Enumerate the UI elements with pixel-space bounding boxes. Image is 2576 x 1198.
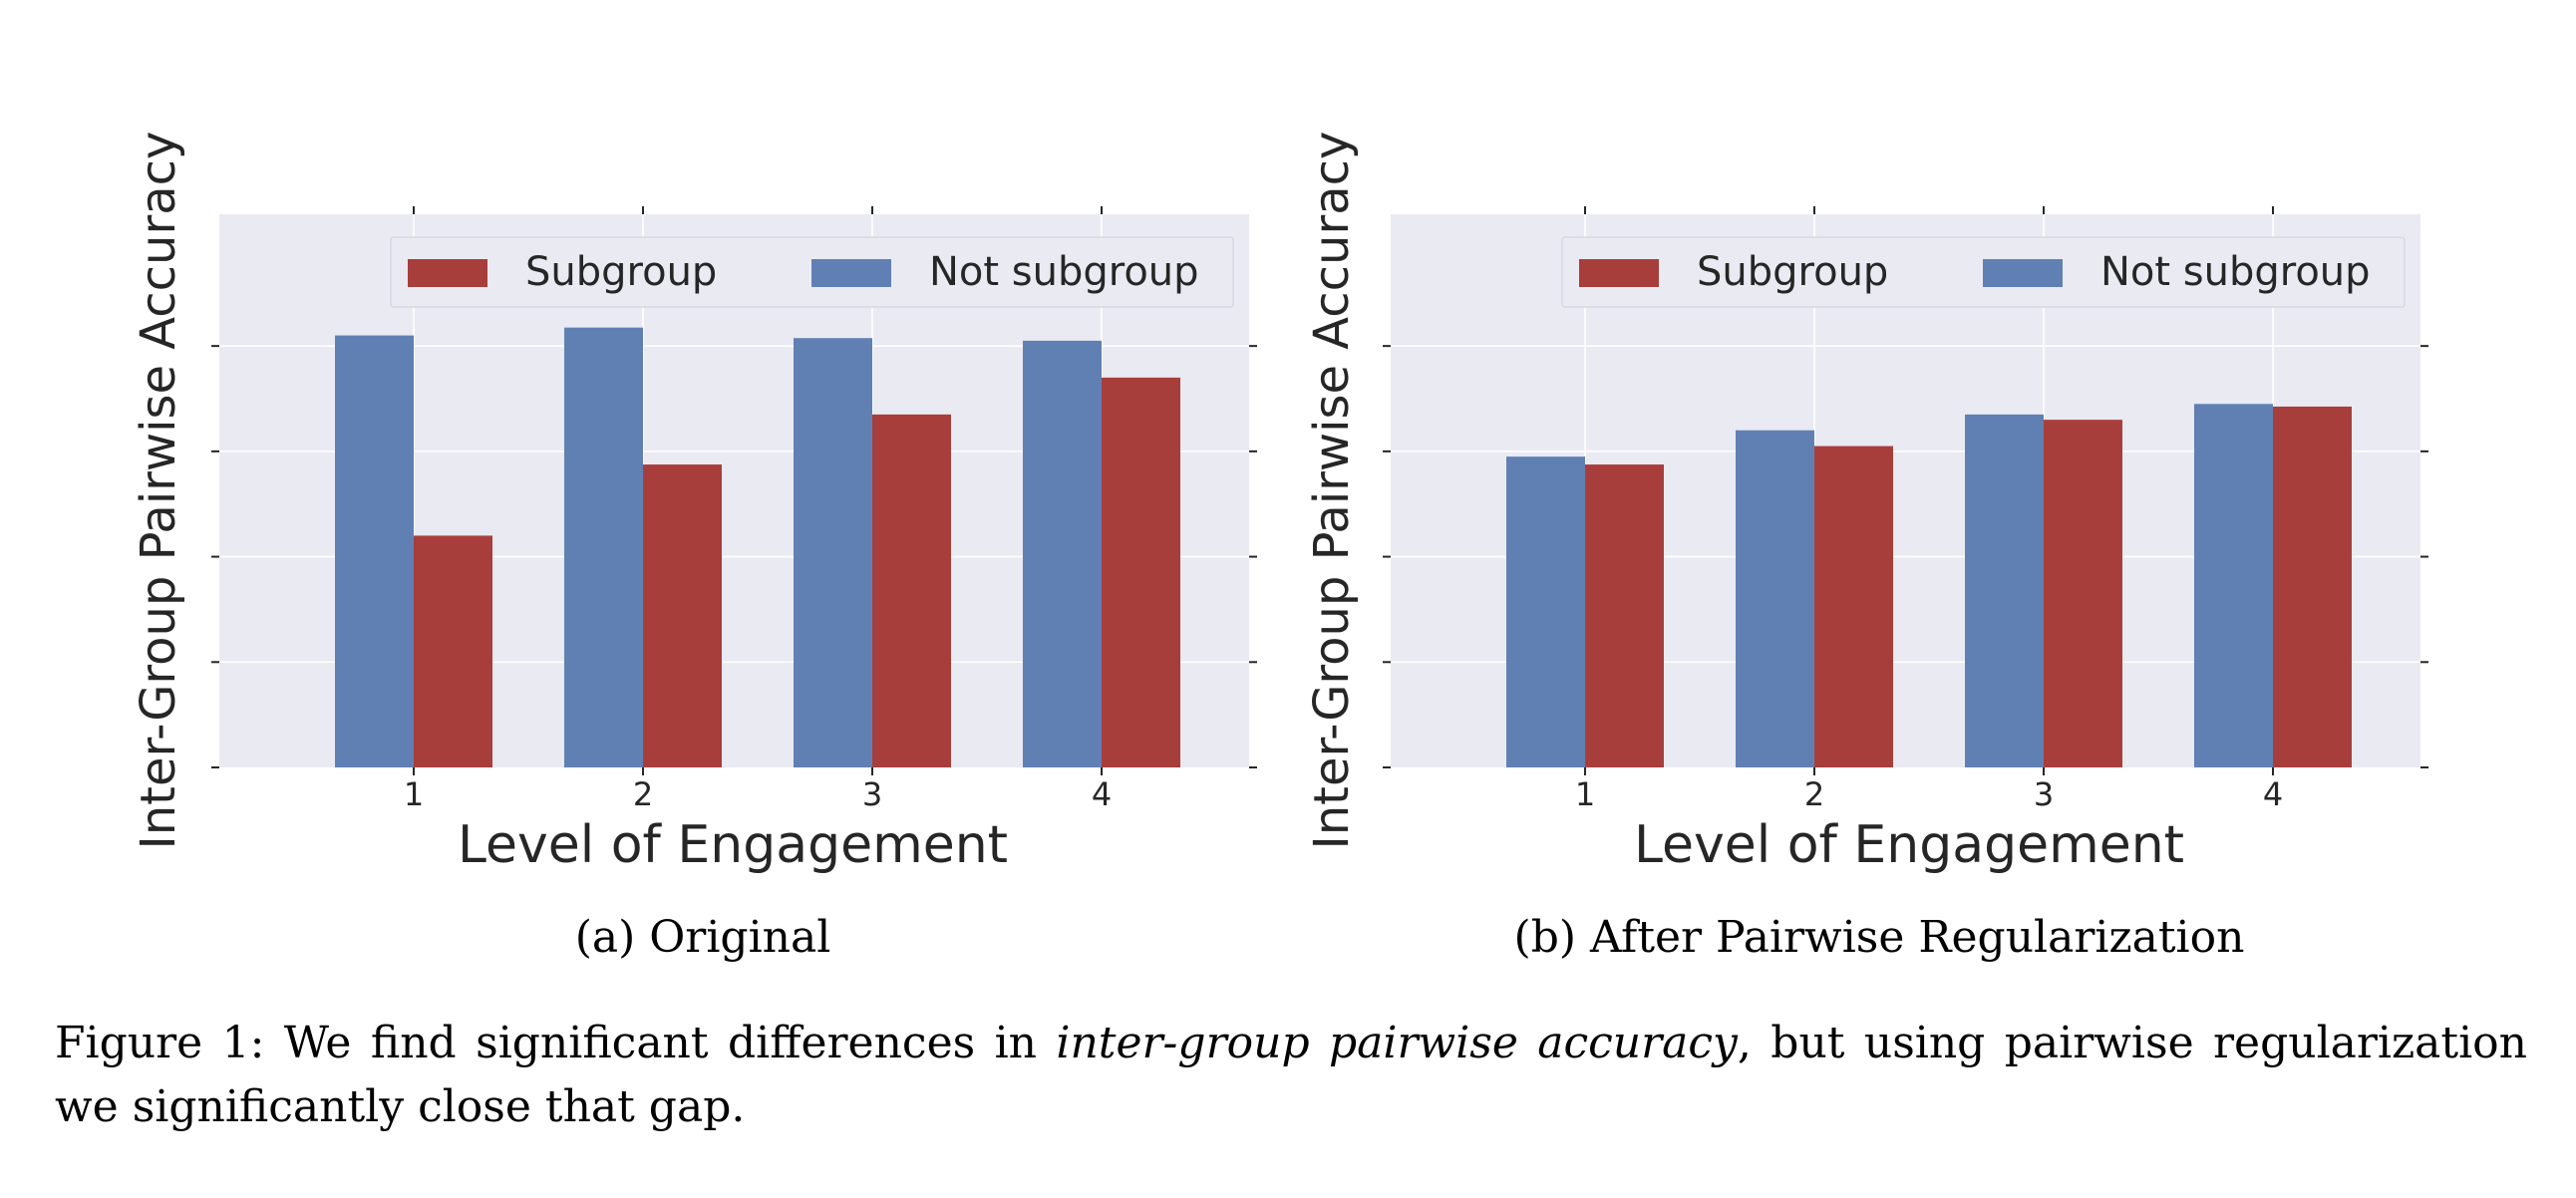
figure-caption: Figure 1: We find significant difference… bbox=[55, 1012, 2527, 1139]
bar-not-subgroup bbox=[1736, 430, 1814, 767]
bar-subgroup bbox=[414, 535, 492, 767]
legend-label: Subgroup bbox=[1697, 249, 1888, 295]
bar-subgroup bbox=[1102, 377, 1180, 767]
legend-label: Not subgroup bbox=[929, 249, 1199, 295]
legend-label: Not subgroup bbox=[2100, 249, 2371, 295]
legend-swatch bbox=[811, 259, 891, 287]
bar-not-subgroup bbox=[1506, 456, 1585, 767]
x-tick-label: 2 bbox=[633, 775, 653, 813]
bar-not-subgroup bbox=[564, 327, 643, 767]
bar-subgroup bbox=[872, 414, 951, 767]
caption-emphasis: inter-group pairwise accuracy bbox=[1056, 1018, 1738, 1068]
caption-prefix: Figure 1: We find significant difference… bbox=[55, 1018, 1057, 1068]
x-axis-title: Level of Engagement bbox=[1634, 815, 2184, 875]
subcaption: (b) After Pairwise Regularization bbox=[1514, 912, 2245, 963]
chart-panel-2: 1 2 3 4 Level of Engagement Inter-Group Pairw… bbox=[1304, 132, 2428, 963]
legend-label: Subgroup bbox=[525, 249, 717, 295]
bar-subgroup bbox=[2044, 420, 2122, 767]
x-tick-label: 1 bbox=[1575, 775, 1595, 813]
chart-panel-1: 1 2 3 4 Level of Engagement Inter-Group Pairw… bbox=[131, 132, 1257, 963]
x-tick-label: 1 bbox=[404, 775, 424, 813]
x-tick-label: 3 bbox=[862, 775, 882, 813]
bar-not-subgroup bbox=[335, 335, 414, 767]
x-axis-title: Level of Engagement bbox=[458, 815, 1008, 875]
bar-subgroup bbox=[1814, 446, 1893, 767]
x-tick-label: 2 bbox=[1804, 775, 1824, 813]
y-axis-title: Inter-Group Pairwise Accuracy bbox=[1304, 132, 1360, 850]
x-tick-label: 3 bbox=[2034, 775, 2054, 813]
bar-subgroup bbox=[1585, 464, 1664, 767]
bar-subgroup bbox=[643, 464, 722, 767]
bar-not-subgroup bbox=[794, 338, 872, 767]
bar-not-subgroup bbox=[1965, 414, 2044, 767]
caption-suffix: , but using pairwise regularization we s… bbox=[55, 1018, 2527, 1132]
x-tick-label: 4 bbox=[1092, 775, 1112, 813]
subcaption: (a) Original bbox=[575, 912, 831, 963]
y-axis-title: Inter-Group Pairwise Accuracy bbox=[131, 132, 186, 850]
bar-not-subgroup bbox=[2194, 404, 2273, 767]
x-tick-label: 4 bbox=[2263, 775, 2283, 813]
legend-swatch bbox=[1983, 259, 2063, 287]
legend-swatch bbox=[408, 259, 487, 287]
bar-not-subgroup bbox=[1023, 340, 1102, 767]
bar-subgroup bbox=[2273, 406, 2352, 767]
legend-swatch bbox=[1579, 259, 1659, 287]
